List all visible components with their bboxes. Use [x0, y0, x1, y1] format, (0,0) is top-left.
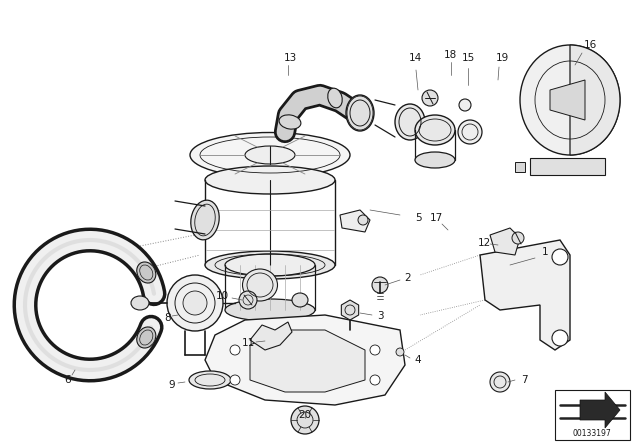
Ellipse shape — [346, 95, 374, 131]
Circle shape — [167, 275, 223, 331]
Ellipse shape — [520, 45, 620, 155]
Circle shape — [552, 330, 568, 346]
Ellipse shape — [245, 146, 295, 164]
Text: 7: 7 — [521, 375, 527, 385]
Ellipse shape — [191, 200, 220, 240]
Polygon shape — [515, 162, 525, 172]
Circle shape — [552, 249, 568, 265]
Circle shape — [230, 345, 240, 355]
Ellipse shape — [131, 296, 149, 310]
Polygon shape — [490, 228, 520, 255]
Text: 19: 19 — [495, 53, 509, 63]
Ellipse shape — [205, 166, 335, 194]
Polygon shape — [205, 315, 405, 405]
Ellipse shape — [137, 327, 156, 348]
Text: 16: 16 — [584, 40, 596, 50]
Ellipse shape — [225, 254, 315, 276]
Text: 11: 11 — [241, 338, 255, 348]
Bar — [555, 390, 630, 440]
Text: 14: 14 — [408, 53, 422, 63]
Ellipse shape — [292, 293, 308, 307]
Circle shape — [230, 375, 240, 385]
Circle shape — [422, 90, 438, 106]
Circle shape — [370, 375, 380, 385]
Ellipse shape — [395, 104, 425, 140]
Polygon shape — [250, 322, 292, 350]
Text: 3: 3 — [377, 311, 383, 321]
Text: 10: 10 — [216, 291, 228, 301]
Circle shape — [396, 348, 404, 356]
Ellipse shape — [243, 269, 278, 301]
Ellipse shape — [137, 262, 156, 283]
Circle shape — [291, 406, 319, 434]
Text: 00133197: 00133197 — [573, 428, 611, 438]
Polygon shape — [550, 80, 585, 120]
Polygon shape — [480, 240, 570, 350]
Circle shape — [358, 215, 368, 225]
Ellipse shape — [415, 115, 455, 145]
Text: 6: 6 — [65, 375, 71, 385]
Circle shape — [490, 372, 510, 392]
Text: 13: 13 — [284, 53, 296, 63]
Ellipse shape — [458, 120, 482, 144]
Text: 1: 1 — [541, 247, 548, 257]
Text: 9: 9 — [169, 380, 175, 390]
Ellipse shape — [459, 99, 471, 111]
Polygon shape — [341, 300, 358, 320]
Polygon shape — [250, 330, 365, 392]
Circle shape — [372, 277, 388, 293]
Ellipse shape — [328, 88, 342, 108]
Text: 4: 4 — [415, 355, 421, 365]
Text: 15: 15 — [461, 53, 475, 63]
Text: 2: 2 — [404, 273, 412, 283]
Text: 18: 18 — [444, 50, 456, 60]
Ellipse shape — [189, 371, 231, 389]
Circle shape — [183, 291, 207, 315]
Polygon shape — [530, 158, 605, 175]
Circle shape — [512, 232, 524, 244]
Text: 17: 17 — [429, 213, 443, 223]
Text: 5: 5 — [415, 213, 421, 223]
Ellipse shape — [190, 133, 350, 177]
Ellipse shape — [415, 152, 455, 168]
Ellipse shape — [205, 251, 335, 279]
Circle shape — [370, 345, 380, 355]
Text: 8: 8 — [164, 313, 172, 323]
Polygon shape — [570, 45, 620, 155]
Polygon shape — [580, 392, 620, 428]
Ellipse shape — [279, 115, 301, 129]
Text: 20: 20 — [298, 410, 312, 420]
Circle shape — [239, 291, 257, 309]
Ellipse shape — [225, 299, 315, 321]
Text: 12: 12 — [477, 238, 491, 248]
Polygon shape — [340, 210, 370, 232]
